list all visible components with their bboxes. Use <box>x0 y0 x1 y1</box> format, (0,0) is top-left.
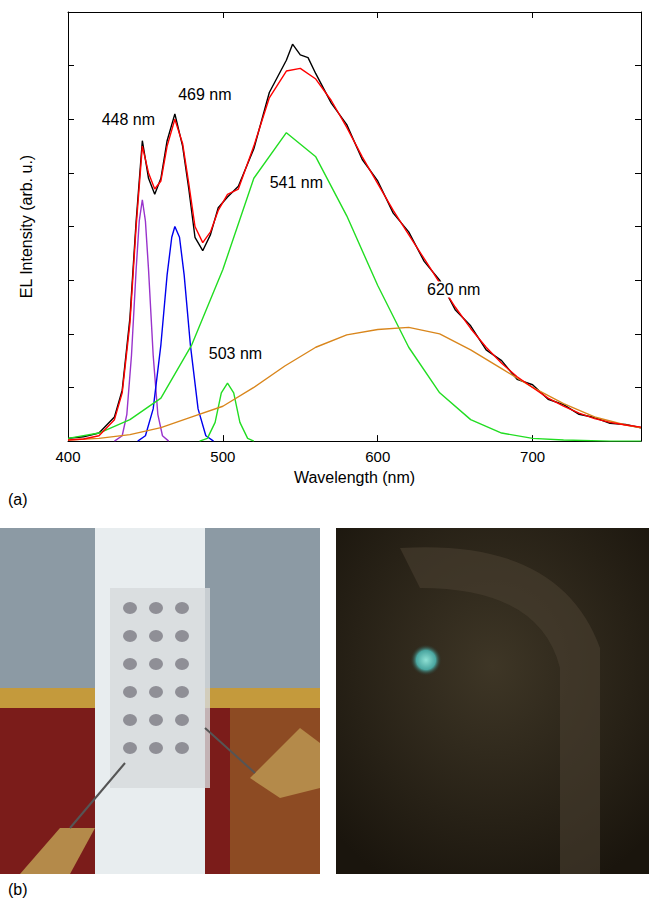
html-text:(a): (a) <box>8 491 28 508</box>
svg-text:Wavelength (nm): Wavelength (nm) <box>294 469 415 486</box>
html-text:(b): (b) <box>8 881 28 898</box>
svg-text:400: 400 <box>55 448 80 465</box>
svg-text:469 nm: 469 nm <box>178 86 231 103</box>
svg-text:500: 500 <box>210 448 235 465</box>
svg-text:620 nm: 620 nm <box>427 281 480 298</box>
svg-text:503 nm: 503 nm <box>209 345 262 362</box>
svg-text:448 nm: 448 nm <box>102 111 155 128</box>
svg-text:600: 600 <box>365 448 390 465</box>
svg-text:700: 700 <box>520 448 545 465</box>
svg-text:EL Intensity (arb. u.): EL Intensity (arb. u.) <box>18 155 35 298</box>
svg-text:541 nm: 541 nm <box>270 174 323 191</box>
